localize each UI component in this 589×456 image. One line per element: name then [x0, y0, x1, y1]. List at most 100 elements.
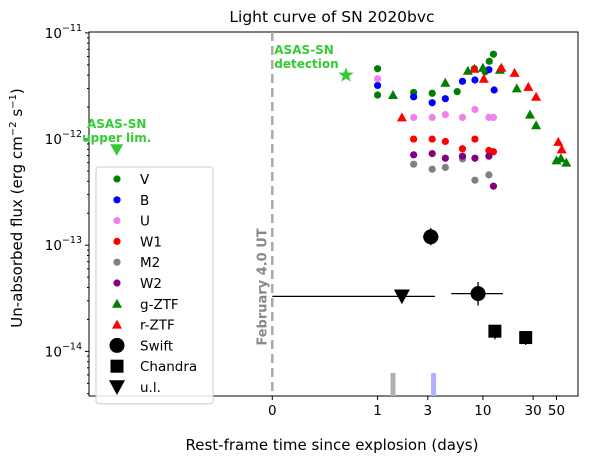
point-r-ztf — [523, 81, 534, 91]
explosion-line-label: February 4.0 UT — [255, 228, 270, 345]
point-b — [373, 81, 382, 90]
legend-marker-w1 — [113, 237, 121, 245]
point-u — [471, 105, 479, 114]
y-tick-label: 10−11 — [45, 23, 82, 42]
y-tick-base: 10 — [45, 238, 62, 254]
annotation-detection: ASAS-SN — [274, 43, 334, 57]
legend-label-b: B — [140, 193, 149, 209]
point-g-ztf — [440, 77, 451, 87]
y-tick-base: 10 — [45, 26, 62, 42]
point-m2 — [428, 165, 436, 173]
legend-label-r-ztf: r-ZTF — [140, 318, 175, 334]
x-tick-label: 10 — [474, 403, 491, 419]
point-w2 — [489, 182, 498, 190]
legend-label-w1: W1 — [140, 234, 162, 250]
point-v — [428, 89, 436, 97]
legend-label-u: U — [140, 214, 150, 230]
legend-marker-r-ztf — [112, 319, 122, 329]
point-g-ztf — [561, 157, 572, 167]
point-g-ztf — [388, 90, 398, 99]
legend-marker-u-l — [109, 380, 125, 395]
point-v — [485, 57, 493, 65]
point-v — [489, 50, 498, 58]
point-r-ztf — [396, 112, 407, 122]
y-axis-label-main: Un-absorbed flux (erg cm — [8, 136, 26, 328]
point-u — [489, 113, 498, 122]
legend-label-g-ztf: g-ZTF — [140, 297, 179, 313]
point-r-ztf — [496, 62, 507, 72]
point-b — [490, 86, 498, 94]
legend-label-chandra: Chandra — [140, 359, 197, 375]
legend-marker-m2 — [113, 258, 121, 266]
point-w1 — [489, 148, 498, 156]
point-u — [458, 113, 467, 122]
legend-marker-w2 — [113, 279, 121, 287]
y-axis-label-exp2: −1 — [8, 94, 19, 109]
point-r-ztf — [469, 63, 480, 73]
point-g-ztf — [555, 153, 566, 163]
point-m2 — [485, 171, 493, 179]
annotation-detection: detection — [274, 57, 338, 71]
x-tick-label: 0 — [268, 403, 277, 419]
y-tick-exponent: −14 — [62, 341, 82, 352]
point-w1 — [458, 145, 467, 153]
point-chandra — [519, 331, 533, 345]
point-w1 — [471, 135, 479, 143]
point-w2 — [428, 149, 436, 158]
asassn-detection-star — [338, 67, 354, 82]
point-u — [373, 75, 382, 83]
point-r-ztf — [531, 91, 542, 101]
legend-marker-b — [113, 196, 121, 204]
y-tick-exponent: −13 — [62, 235, 82, 246]
legend-label-v: V — [140, 172, 150, 188]
epoch-marker — [390, 373, 396, 396]
y-tick-exponent: −12 — [62, 129, 82, 140]
point-b — [458, 77, 467, 85]
legend-box — [95, 166, 214, 405]
legend-label-w2: W2 — [140, 276, 162, 292]
point-b — [441, 95, 449, 103]
point-g-ztf — [525, 109, 535, 119]
point-w2 — [471, 154, 479, 162]
point-u — [441, 111, 449, 119]
point-r-ztf — [553, 136, 564, 146]
point-w2 — [485, 152, 493, 160]
point-w2 — [441, 154, 449, 162]
epoch-marker — [431, 373, 437, 396]
y-tick-exponent: −11 — [62, 23, 82, 34]
point-g-ztf — [531, 120, 542, 130]
point-r-ztf — [556, 144, 567, 154]
point-w2 — [458, 152, 467, 160]
legend-label-swift: Swift — [140, 338, 173, 354]
point-w1 — [410, 135, 418, 143]
point-v — [373, 91, 382, 99]
point-w1 — [441, 137, 449, 146]
y-axis-label: Un-absorbed flux (erg cm−2 s−1) — [8, 88, 26, 328]
legend-label-u-l: u.l. — [140, 380, 161, 396]
point-r-ztf — [478, 73, 489, 83]
point-chandra — [488, 324, 502, 338]
x-tick-label: 1 — [373, 403, 382, 419]
point-b — [471, 76, 479, 84]
point-b — [428, 99, 436, 107]
annotation-upperlim: ASAS-SN — [87, 117, 147, 131]
x-tick-label: 30 — [525, 403, 542, 419]
chart-title: Light curve of SN 2020bvc — [229, 8, 434, 26]
point-g-ztf — [511, 83, 522, 93]
y-tick-base: 10 — [45, 132, 62, 148]
point-u-l — [393, 289, 410, 305]
legend-label-m2: M2 — [140, 255, 160, 271]
point-v — [453, 88, 461, 96]
legend-marker-v — [113, 175, 121, 183]
point-u — [410, 113, 418, 122]
asassn-upper-limit-marker — [110, 144, 124, 156]
point-b — [410, 93, 418, 101]
legend-marker-swift — [109, 337, 125, 353]
y-tick-base: 10 — [45, 344, 62, 360]
y-tick-label: 10−13 — [45, 235, 82, 254]
x-tick-label: 50 — [548, 403, 565, 419]
point-g-ztf — [477, 62, 488, 72]
legend-marker-u — [113, 217, 121, 225]
